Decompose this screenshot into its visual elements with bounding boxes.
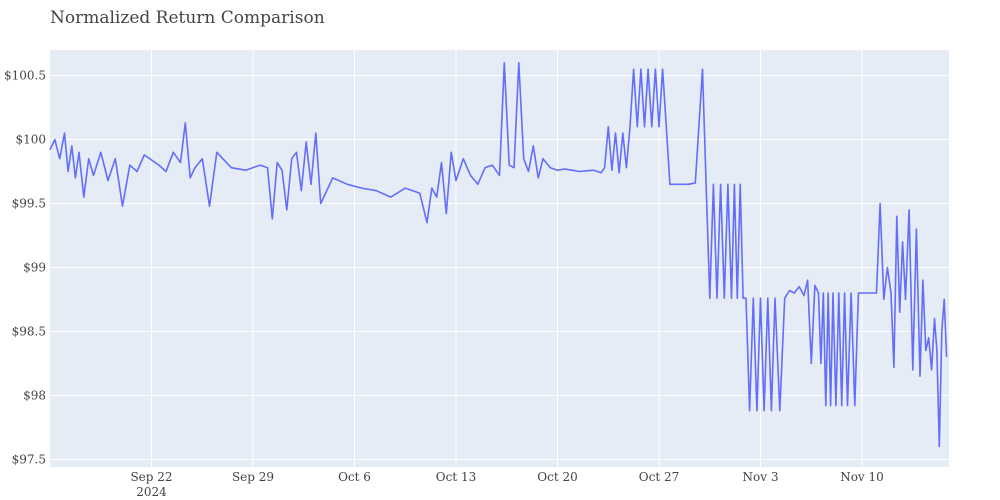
x-tick-label: Oct 20	[537, 470, 577, 484]
x-tick-label: Sep 22	[130, 470, 172, 484]
y-axis: $97.5 $98 $98.5 $99 $99.5 $100 $100.5	[4, 69, 46, 467]
plot-area	[50, 50, 949, 467]
y-tick-label: $100	[15, 133, 46, 147]
x-tick-label: Oct 27	[639, 470, 679, 484]
chart-title: Normalized Return Comparison	[50, 8, 325, 28]
series-layer	[49, 62, 948, 448]
x-tick-sublabel: 2024	[136, 485, 167, 499]
x-tick-label: Nov 3	[743, 470, 779, 484]
x-tick-label: Oct 6	[338, 470, 371, 484]
y-tick-label: $98	[23, 388, 46, 402]
y-gridlines	[50, 75, 949, 460]
y-tick-label: $99.5	[12, 196, 46, 210]
y-tick-label: $99	[23, 260, 46, 274]
series-line	[49, 62, 948, 448]
x-tick-label: Oct 13	[436, 470, 476, 484]
y-tick-label: $100.5	[4, 69, 46, 83]
x-tick-label: Sep 29	[232, 470, 274, 484]
y-tick-label: $97.5	[12, 452, 46, 466]
x-tick-label: Nov 10	[840, 470, 884, 484]
y-tick-label: $98.5	[12, 324, 46, 338]
